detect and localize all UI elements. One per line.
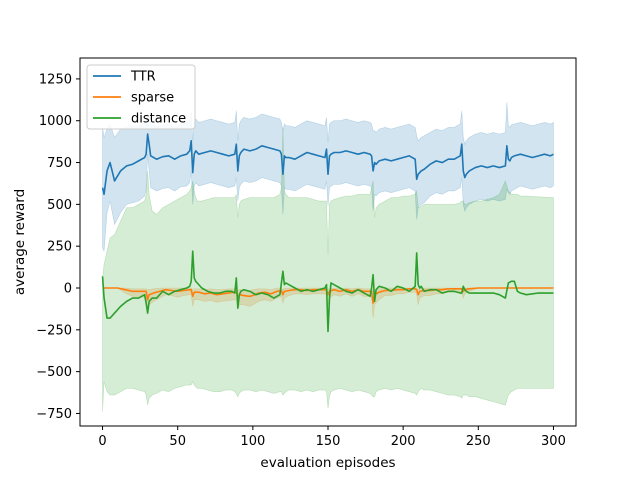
legend-label-sparse: sparse	[131, 91, 174, 106]
y-axis-label: average reward	[12, 189, 28, 295]
x-tick-label: 300	[541, 434, 566, 449]
ttr-band	[102, 102, 554, 252]
x-tick-label: 250	[466, 434, 491, 449]
series-lines	[101, 133, 554, 333]
legend-label-ttr: TTR	[130, 70, 156, 85]
x-tick-label: 200	[391, 434, 416, 449]
legend-box	[86, 64, 196, 130]
distance-line	[101, 250, 554, 333]
y-tick-label: 750	[47, 156, 72, 171]
legend-label-distance: distance	[131, 112, 186, 127]
legend: TTR sparse distance	[86, 64, 196, 130]
distance-band	[102, 127, 554, 412]
y-tick-label: −500	[36, 365, 72, 380]
y-axis-ticks: −750 −500 −250 0 250 500 750 1000 1250	[36, 72, 80, 422]
y-tick-label: −750	[36, 407, 72, 422]
confidence-bands	[102, 102, 554, 412]
y-tick-label: 1000	[39, 114, 72, 129]
x-tick-label: 100	[240, 434, 265, 449]
x-axis-label: evaluation episodes	[260, 455, 395, 471]
x-tick-label: 150	[316, 434, 341, 449]
ttr-line	[101, 133, 554, 196]
y-tick-label: 250	[47, 240, 72, 255]
x-tick-label: 0	[98, 434, 106, 449]
x-axis-ticks: 0 50 100 150 200 250 300	[98, 426, 566, 449]
sparse-band	[102, 287, 554, 319]
x-tick-label: 50	[169, 434, 186, 449]
y-tick-label: 500	[47, 198, 72, 213]
y-tick-label: 0	[64, 282, 72, 297]
y-tick-label: 1250	[39, 72, 72, 87]
y-tick-label: −250	[36, 323, 72, 338]
